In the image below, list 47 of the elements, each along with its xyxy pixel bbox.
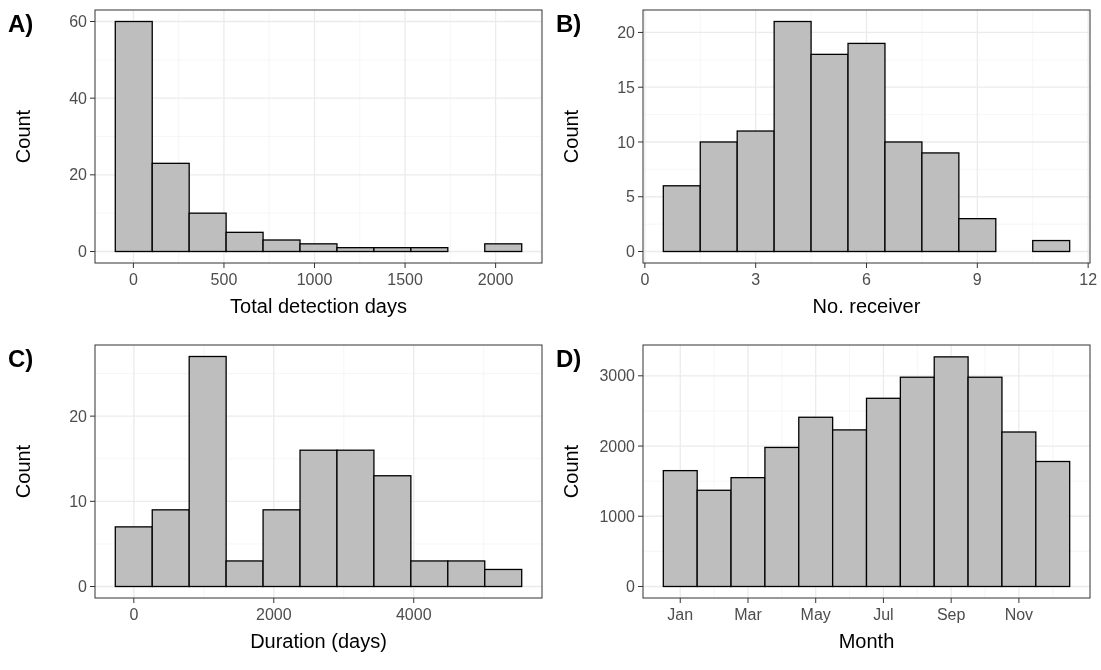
- y-tick-label: 0: [78, 243, 88, 261]
- y-tick-label: 20: [69, 407, 88, 425]
- x-tick-label: Jan: [667, 606, 694, 623]
- x-tick-label: 1500: [387, 271, 423, 288]
- y-tick-label: 5: [626, 188, 636, 206]
- y-tick-label: 0: [626, 243, 636, 261]
- y-tick-label: 0: [626, 578, 636, 596]
- x-tick-label: 4000: [395, 606, 432, 623]
- x-tick-label: 0: [128, 271, 138, 288]
- y-tick-label: 15: [617, 78, 636, 96]
- y-tick-label: 10: [617, 133, 636, 151]
- chart-title: A): [8, 10, 34, 37]
- x-tick-label: 0: [129, 606, 139, 623]
- x-tick-label: 12: [1079, 271, 1098, 288]
- x-tick-label: 9: [972, 271, 982, 288]
- y-tick-label: 20: [617, 24, 636, 42]
- y-axis-title: Count: [12, 109, 34, 164]
- x-tick-label: 1000: [296, 271, 333, 288]
- x-tick-label: May: [800, 606, 831, 623]
- y-tick-label: 60: [69, 13, 88, 31]
- x-tick-label: 2000: [255, 606, 292, 623]
- chart-title: D): [556, 345, 582, 372]
- x-tick-label: 2000: [477, 271, 514, 288]
- x-tick-label: Jul: [873, 606, 894, 623]
- x-tick-label: Sep: [936, 606, 966, 623]
- x-tick-label: Nov: [1004, 606, 1034, 623]
- y-axis-title: Count: [560, 444, 582, 499]
- x-tick-label: 6: [862, 271, 872, 288]
- y-tick-label: 1000: [599, 507, 636, 525]
- y-axis-title: Count: [12, 444, 34, 499]
- y-tick-label: 40: [69, 89, 88, 107]
- chart-title: B): [556, 10, 582, 37]
- x-tick-label: 0: [640, 271, 650, 288]
- chart-title: C): [8, 345, 34, 372]
- x-tick-label: Mar: [734, 606, 763, 623]
- x-axis-title: Month: [838, 630, 895, 652]
- x-tick-label: 3: [751, 271, 761, 288]
- x-axis-title: No. receiver: [812, 295, 921, 317]
- x-tick-label: 500: [210, 271, 238, 288]
- y-axis-title: Count: [560, 109, 582, 164]
- y-tick-label: 0: [78, 578, 88, 596]
- x-axis-title: Duration (days): [250, 630, 387, 652]
- x-axis-title: Total detection days: [230, 295, 407, 317]
- y-tick-label: 20: [69, 166, 88, 184]
- y-tick-label: 10: [69, 492, 88, 510]
- y-tick-label: 3000: [599, 367, 636, 385]
- y-tick-label: 2000: [599, 437, 636, 455]
